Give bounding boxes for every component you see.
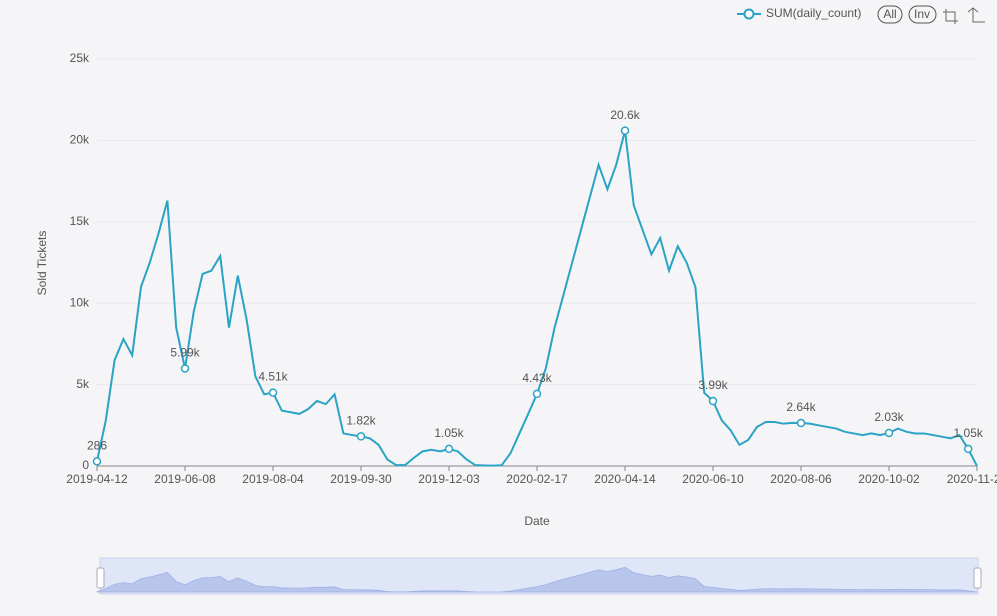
data-label: 1.05k [434, 426, 464, 440]
y-tick-label: 10k [70, 295, 90, 309]
point-marker [356, 432, 366, 441]
x-tick-label: 2019-04-12 [66, 472, 128, 486]
point-marker [620, 126, 630, 135]
data-label: 1.05k [954, 426, 984, 440]
data-label: 4.43k [522, 371, 552, 385]
x-tick-label: 2019-12-03 [418, 472, 480, 486]
y-tick-label: 25k [70, 51, 90, 65]
y-tick-label: 15k [70, 214, 90, 228]
y-axis-label: Sold Tickets [35, 231, 49, 296]
legend-label[interactable]: SUM(daily_count) [766, 6, 861, 20]
zoom-preview [96, 566, 978, 593]
y-tick-label: 0 [82, 458, 89, 472]
point-marker [444, 444, 454, 454]
x-tick-label: 2020-04-14 [594, 472, 656, 486]
legend[interactable]: SUM(daily_count) [737, 6, 861, 20]
data-label: 1.82k [346, 414, 376, 428]
legend-marker [743, 8, 755, 20]
y-tick-label: 5k [76, 377, 90, 391]
x-axis-label: Date [524, 514, 550, 528]
point-marker [796, 418, 806, 428]
point-marker [708, 396, 718, 406]
zoom-icon[interactable] [943, 9, 958, 24]
data-label: 5.99k [170, 346, 200, 360]
x-tick-label: 2019-06-08 [154, 472, 216, 486]
data-label: 3.99k [698, 378, 728, 392]
data-label: 4.51k [258, 370, 288, 384]
y-tick-label: 20k [70, 133, 90, 147]
zoom-handle-left[interactable] [96, 567, 105, 589]
button-all-label[interactable]: All [883, 7, 896, 21]
point-marker [532, 389, 542, 399]
point-marker [884, 428, 894, 438]
x-tick-label: 2020-11-28 [947, 472, 997, 486]
x-tick-label: 2020-10-02 [858, 472, 920, 486]
button-all[interactable] [877, 5, 903, 24]
button-inv-label[interactable]: Inv [914, 7, 930, 21]
point-marker [92, 457, 102, 466]
data-label: 20.6k [610, 108, 640, 122]
x-tick-label: 2019-08-04 [242, 472, 304, 486]
button-inv[interactable] [908, 5, 937, 24]
x-tick-label: 2020-06-10 [682, 472, 744, 486]
data-label: 2.64k [786, 400, 816, 414]
x-tick-label: 2019-09-30 [330, 472, 392, 486]
point-marker [963, 444, 973, 454]
x-tick-label: 2020-02-17 [506, 472, 568, 486]
zoom-handle-right[interactable] [973, 567, 982, 589]
x-tick-label: 2020-08-06 [770, 472, 832, 486]
data-label: 2.03k [874, 410, 904, 424]
point-marker [268, 388, 278, 397]
data-label: 286 [87, 439, 107, 453]
restore-icon[interactable] [967, 7, 985, 23]
point-marker [180, 364, 190, 373]
